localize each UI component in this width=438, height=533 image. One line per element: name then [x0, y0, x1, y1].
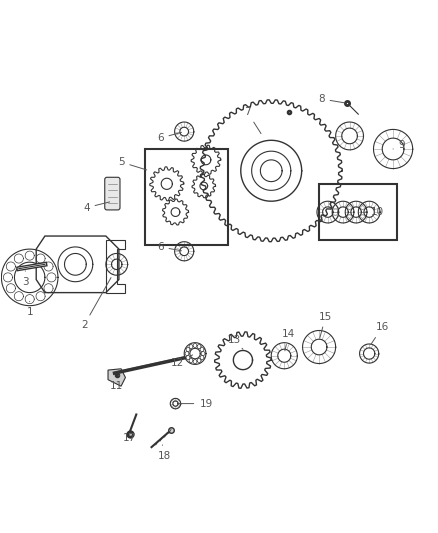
- Polygon shape: [108, 369, 125, 386]
- FancyBboxPatch shape: [105, 177, 120, 210]
- Text: 12: 12: [171, 355, 193, 368]
- Text: 15: 15: [319, 312, 332, 338]
- Text: 7: 7: [244, 107, 261, 134]
- Text: 6: 6: [157, 242, 181, 252]
- Text: 8: 8: [318, 94, 345, 104]
- Text: 18: 18: [158, 445, 171, 461]
- Text: 5: 5: [118, 157, 147, 170]
- Text: 14: 14: [282, 329, 295, 351]
- Text: 16: 16: [371, 322, 389, 345]
- Text: 17: 17: [123, 433, 136, 443]
- Text: 2: 2: [81, 278, 111, 330]
- Text: 1: 1: [26, 301, 33, 317]
- Text: 19: 19: [178, 399, 212, 409]
- Text: 4: 4: [83, 202, 110, 213]
- Text: 10: 10: [365, 207, 385, 217]
- Bar: [145, 149, 228, 245]
- Text: 6: 6: [157, 132, 181, 143]
- Text: 13: 13: [228, 335, 243, 349]
- Bar: [319, 184, 397, 240]
- Text: 11: 11: [110, 375, 124, 391]
- Text: 3: 3: [22, 271, 28, 287]
- Text: 9: 9: [393, 140, 405, 150]
